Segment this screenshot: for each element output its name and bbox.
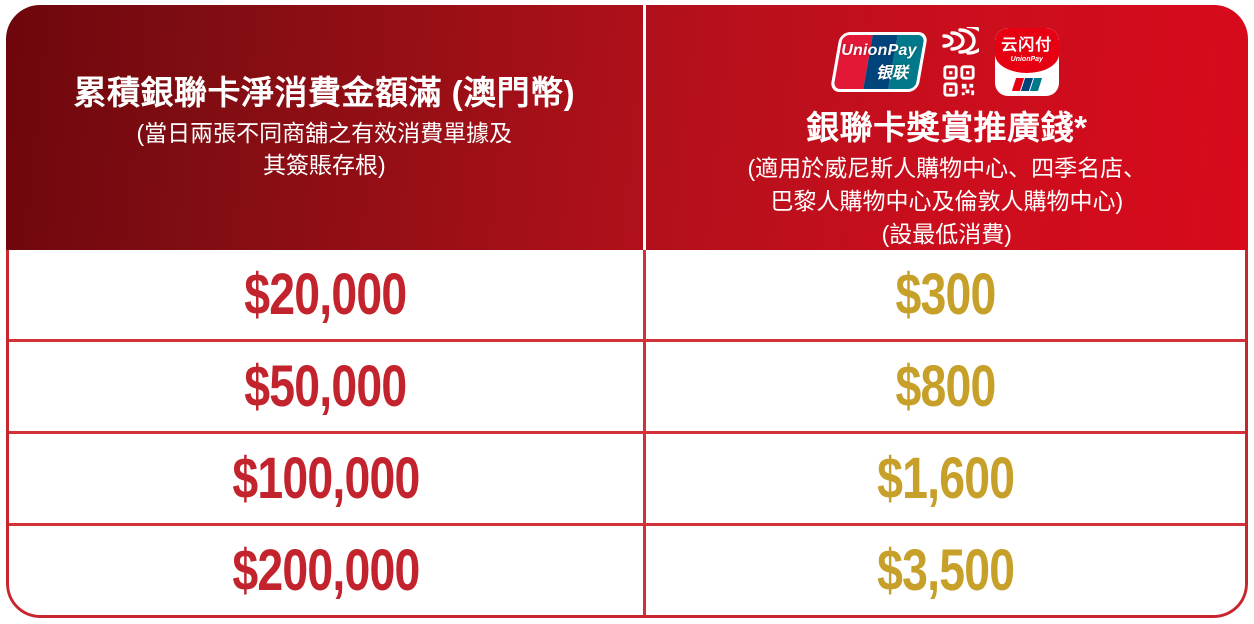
reward-column-subtitle-line1: (適用於威尼斯人購物中心、四季名店、 bbox=[747, 154, 1147, 181]
reward-amount: $300 bbox=[895, 262, 996, 327]
header-cell-spend: 累積銀聯卡淨消費金額滿 (澳門幣) (當日兩張不同商舖之有效消費單據及 其簽賬存… bbox=[6, 5, 646, 250]
quickpass-app-icon: 云闪付 UnionPay bbox=[994, 28, 1059, 96]
spend-cell: $100,000 bbox=[9, 434, 646, 523]
unionpay-brand-en: UnionPay bbox=[841, 41, 917, 59]
quickpass-name-cn: 云闪付 bbox=[1001, 37, 1053, 54]
spend-amount: $50,000 bbox=[244, 354, 408, 419]
table-row: $100,000 $1,600 bbox=[9, 431, 1245, 523]
spend-column-title: 累積銀聯卡淨消費金額滿 (澳門幣) bbox=[73, 73, 576, 111]
table-row: $20,000 $300 bbox=[9, 250, 1245, 339]
spend-cell: $200,000 bbox=[9, 526, 646, 615]
spend-cell: $20,000 bbox=[9, 250, 646, 339]
unionpay-card-logo: UnionPay 银联 bbox=[829, 32, 929, 92]
reward-cell: $300 bbox=[646, 250, 1245, 339]
table-body: $20,000 $300 $50,000 $800 $100,000 bbox=[6, 250, 1248, 618]
reward-amount: $3,500 bbox=[876, 538, 1015, 603]
qr-code-icon bbox=[943, 64, 975, 97]
spend-column-subtitle-line2: 其簽賬存根) bbox=[262, 152, 386, 179]
table-header: 累積銀聯卡淨消費金額滿 (澳門幣) (當日兩張不同商舖之有效消費單據及 其簽賬存… bbox=[6, 5, 1248, 250]
contactless-qr-group bbox=[939, 26, 979, 98]
table-row: $200,000 $3,500 bbox=[9, 523, 1245, 615]
spend-cell: $50,000 bbox=[9, 342, 646, 431]
table-row: $50,000 $800 bbox=[9, 339, 1245, 431]
quickpass-red-panel: 云闪付 UnionPay bbox=[994, 28, 1059, 73]
reward-column-subtitle-line2: 巴黎人購物中心及倫敦人購物中心) bbox=[770, 187, 1124, 214]
reward-column-title: 銀聯卡獎賞推廣錢* bbox=[806, 109, 1088, 146]
spend-amount: $100,000 bbox=[232, 446, 420, 511]
reward-cell: $800 bbox=[646, 342, 1245, 431]
header-cell-reward: UnionPay 银联 bbox=[646, 5, 1248, 250]
payment-icons-row: UnionPay 银联 bbox=[829, 23, 1059, 101]
spend-amount: $200,000 bbox=[232, 538, 420, 603]
reward-amount: $1,600 bbox=[876, 446, 1015, 511]
unionpay-brand-cn: 银联 bbox=[875, 64, 908, 82]
reward-tier-table: 累積銀聯卡淨消費金額滿 (澳門幣) (當日兩張不同商舖之有效消費單據及 其簽賬存… bbox=[6, 5, 1248, 618]
reward-cell: $1,600 bbox=[646, 434, 1245, 523]
quickpass-flag-icon bbox=[1011, 78, 1042, 91]
unionpay-logo-text: UnionPay 银联 bbox=[835, 32, 923, 92]
contactless-waves-icon bbox=[942, 26, 979, 55]
reward-column-subtitle-line3: (設最低消費) bbox=[881, 220, 1012, 247]
spend-column-subtitle-line1: (當日兩張不同商舖之有效消費單據及 bbox=[136, 119, 513, 146]
spend-amount: $20,000 bbox=[244, 262, 408, 327]
reward-amount: $800 bbox=[895, 354, 996, 419]
reward-cell: $3,500 bbox=[646, 526, 1245, 615]
quickpass-name-en: UnionPay bbox=[1010, 56, 1043, 63]
